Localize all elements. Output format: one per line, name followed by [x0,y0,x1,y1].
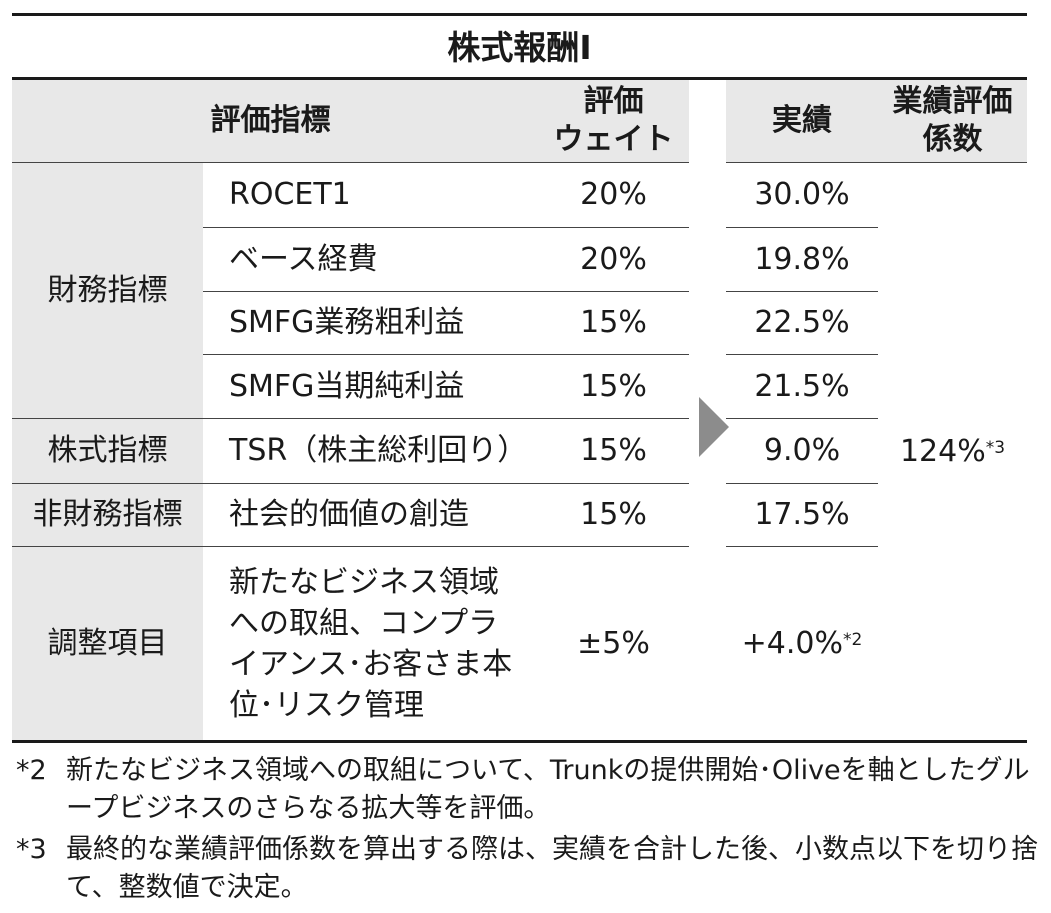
adjustment-result-value: +4.0% [741,625,844,661]
footnote-mark: *3 [16,834,47,865]
adjustment-line: 位･リスク管理 [229,688,424,723]
group-nonfinancial: 非財務指標 [32,497,183,532]
weight-cell: 20% [580,241,647,277]
title-top-rule [12,13,1027,16]
indicator-cell: ベース経費 [229,241,378,277]
indicator-cell: SMFG当期純利益 [229,368,465,404]
group-adjustment: 調整項目 [47,625,168,661]
group-rule-1 [12,418,689,419]
result-rule-6 [726,546,878,547]
result-cell: 19.8% [754,241,850,277]
header-weight-line1: 評価 [583,84,644,119]
header-result-area [726,80,1027,162]
result-rule-2 [726,291,878,292]
indicator-cell: 社会的価値の創造 [229,497,469,532]
adjustment-line: への取組、コンプラ [229,606,499,641]
header-coef-line1: 業績評価 [892,84,1013,119]
footnote: *3 最終的な業績評価係数を算出する際は、実績を合計した後、小数点以下を切り捨て… [16,831,1046,907]
arrow-right-icon [699,397,729,457]
title-bottom-rule [12,77,1027,80]
adjustment-result: +4.0% *2 [726,547,878,740]
coefficient-note: *3 [985,437,1006,458]
indicator-cell: ROCET1 [229,177,351,212]
header-result: 実績 [772,103,832,138]
weight-cell: 20% [580,177,647,212]
weight-cell: 15% [580,433,647,468]
indicator-cell: TSR（株主総利回り） [229,433,528,468]
row-rule-2 [203,291,689,292]
adjustment-indicator: 新たなビジネス領域 への取組、コンプラ イアンス･お客さま本 位･リスク管理 [229,562,538,726]
weight-cell: 15% [580,497,647,532]
coefficient-cell: 124% *3 [878,163,1027,740]
adjustment-result-note: *2 [843,629,863,650]
header-weight: 評価 ウェイト [538,80,689,162]
header-coef-line2: 係数 [922,122,983,157]
result-rule-5 [726,483,878,484]
weight-cell: 15% [580,305,647,340]
coefficient-value: 124% [899,433,986,469]
footnote-text: 最終的な業績評価係数を算出する際は、実績を合計した後、小数点以下を切り捨て、整数… [66,834,1038,903]
footnote-mark: *2 [16,755,47,786]
group-rule-2 [12,483,689,484]
header-indicator: 評価指標 [210,103,331,138]
result-cell: 22.5% [754,305,850,340]
table-bottom-rule [12,740,1027,743]
group-column [12,163,203,740]
header-weight-line2: ウェイト [553,122,674,157]
result-cell: 9.0% [763,433,841,468]
result-cell: 17.5% [754,497,850,532]
table-title: 株式報酬Ⅰ [447,28,592,67]
footnote-text: 新たなビジネス領域への取組について、Trunkの提供開始･Oliveを軸としたグ… [66,755,1030,824]
adjustment-line: イアンス･お客さま本 [229,647,513,682]
indicator-cell: SMFG業務粗利益 [229,305,465,340]
group-financial: 財務指標 [47,272,168,308]
group-rule-3 [12,546,689,547]
row-rule-1 [203,227,689,228]
weight-cell: 15% [580,368,647,404]
result-cell: 30.0% [754,177,850,212]
adjustment-weight: ±5% [577,625,650,661]
group-stock: 株式指標 [47,433,168,468]
footnote: *2 新たなビジネス領域への取組について、Trunkの提供開始･Oliveを軸と… [16,752,1046,828]
result-rule-1 [726,227,878,228]
header-coefficient: 業績評価 係数 [878,80,1027,162]
adjustment-line: 新たなビジネス領域 [229,565,499,600]
result-cell: 21.5% [754,368,850,404]
header-indicator-area: 評価指標 [12,80,689,162]
header-rule-left [12,162,689,163]
row-rule-3 [203,354,689,355]
result-rule-3 [726,354,878,355]
result-rule-4 [726,418,878,419]
header-rule-right [726,162,1027,163]
